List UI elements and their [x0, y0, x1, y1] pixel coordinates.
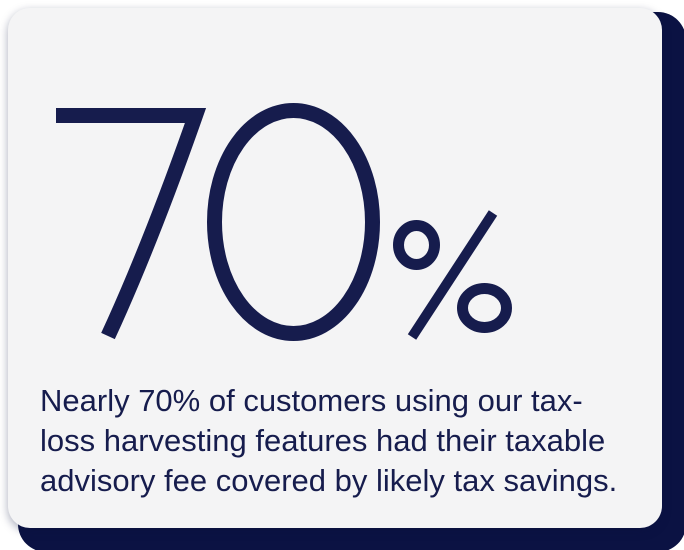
digit-0-glyph: [207, 103, 380, 341]
digit-7-glyph: [56, 108, 207, 340]
stat-description: Nearly 70% of customers using our tax-lo…: [40, 383, 618, 498]
stat-card: 70% Nearly 70% of customers using our ta…: [8, 8, 662, 528]
percent-glyph: [393, 210, 512, 340]
stat-value-text: 70%: [8, 8, 9, 9]
stat-value-figure: [56, 103, 512, 341]
